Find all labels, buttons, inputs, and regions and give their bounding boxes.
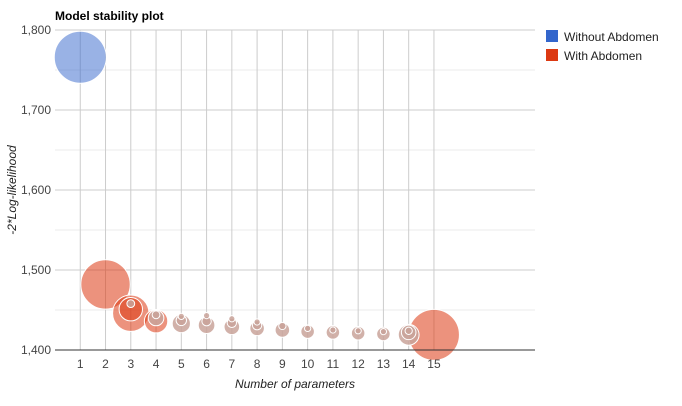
bubble-with-abdomen[interactable] [253, 318, 261, 326]
x-tick-label: 15 [427, 357, 441, 371]
bubble-with-abdomen[interactable] [177, 312, 185, 321]
y-tick-label: 1,600 [21, 183, 51, 197]
chart-bubbles [53, 30, 460, 361]
x-tick-label: 14 [402, 357, 416, 371]
bubble-with-abdomen[interactable] [404, 326, 413, 335]
bubble-with-abdomen[interactable] [304, 324, 312, 333]
x-axis-label: Number of parameters [235, 377, 355, 391]
x-tick-label: 13 [377, 357, 391, 371]
bubble-with-abdomen[interactable] [126, 299, 136, 309]
y-tick-label: 1,800 [21, 23, 51, 37]
bubble-with-abdomen[interactable] [202, 311, 211, 320]
x-tick-label: 5 [178, 357, 185, 371]
legend-swatch [546, 30, 558, 42]
x-tick-label: 1 [77, 357, 84, 371]
bubble-with-abdomen[interactable] [354, 327, 362, 335]
legend-swatch [546, 49, 558, 61]
x-tick-label: 10 [301, 357, 315, 371]
y-tick-label: 1,500 [21, 263, 51, 277]
legend-label[interactable]: Without Abdomen [564, 30, 659, 44]
x-tick-label: 9 [279, 357, 286, 371]
y-tick-label: 1,700 [21, 103, 51, 117]
bubble-with-abdomen[interactable] [329, 326, 337, 334]
bubble-with-abdomen[interactable] [228, 315, 236, 323]
bubble-with-abdomen[interactable] [278, 321, 287, 331]
x-tick-label: 8 [254, 357, 261, 371]
chart-grid [55, 29, 535, 351]
legend-label[interactable]: With Abdomen [564, 49, 642, 63]
bubble-without-abdomen[interactable] [53, 30, 107, 84]
y-tick-label: 1,400 [21, 343, 51, 357]
chart-legend[interactable]: Without Abdomen With Abdomen [546, 30, 659, 63]
x-tick-label: 12 [351, 357, 365, 371]
bubble-with-abdomen[interactable] [118, 297, 143, 322]
x-tick-label: 2 [102, 357, 109, 371]
x-tick-label: 4 [153, 357, 160, 371]
y-axis-label: -2*Log-likelihood [5, 145, 19, 235]
bubble-with-abdomen[interactable] [379, 327, 388, 336]
bubble-with-abdomen[interactable] [151, 310, 161, 320]
bubble-with-abdomen[interactable] [80, 259, 131, 310]
x-tick-label: 3 [127, 357, 134, 371]
x-tick-label: 7 [228, 357, 235, 371]
chart-title: Model stability plot [55, 9, 164, 23]
x-tick-label: 6 [203, 357, 210, 371]
x-tick-label: 11 [327, 357, 340, 371]
